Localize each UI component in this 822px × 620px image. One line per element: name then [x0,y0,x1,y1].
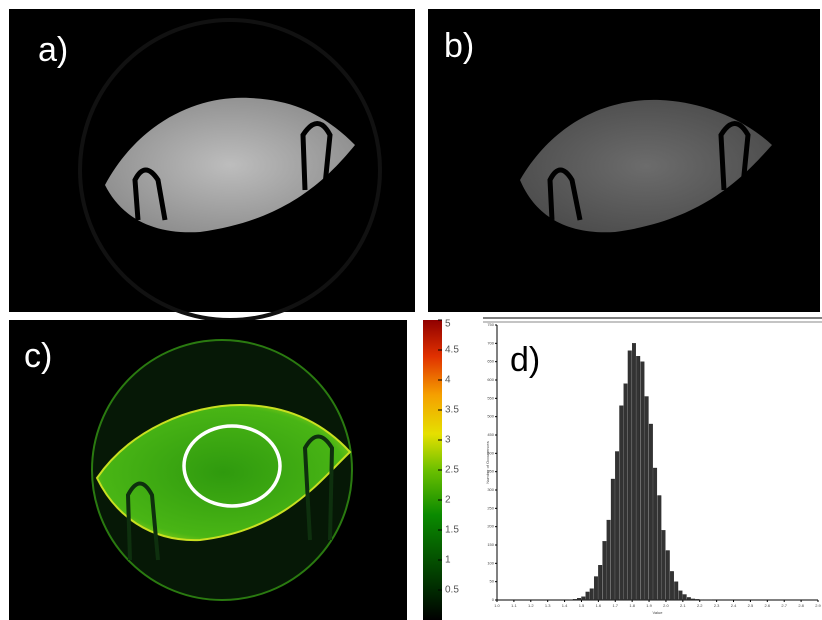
bar [658,496,662,601]
bar [619,406,623,600]
y-tick-label: 300 [487,487,494,492]
x-tick-label: 1.7 [612,603,618,608]
x-tick-label: 2.7 [781,603,787,608]
colorbar-tick-label: 3 [445,435,451,446]
colorbar-tick-label: 0.5 [445,585,459,596]
x-tick-label: 2.4 [731,603,737,608]
x-tick-label: 1.9 [646,603,652,608]
bar [611,479,615,600]
bar [653,468,657,600]
y-tick-label: 750 [487,322,494,327]
x-axis-label: Value [653,610,664,615]
bar [641,362,645,600]
x-tick-label: 2.5 [748,603,754,608]
panel-label: d) [510,341,540,379]
bar [603,541,607,600]
bar [670,571,674,600]
y-tick-label: 500 [487,414,494,419]
bar [632,343,636,600]
x-tick-label: 2.8 [798,603,804,608]
y-tick-label: 0 [492,597,495,602]
x-tick-label: 2.3 [714,603,720,608]
colorbar-tick-label: 4.5 [445,345,459,356]
bar [687,597,691,600]
y-tick-label: 450 [487,432,494,437]
bar [649,424,653,600]
x-tick-label: 2.0 [663,603,669,608]
bar [662,530,666,600]
panel-label: a) [38,31,68,69]
colorbar-tick-label: 2.5 [445,465,459,476]
figure: a) b) c) 0.5 1 1.5 2 2.5 3 3.5 4 4.5 5 0 50 100 150 2… [0,0,822,620]
colorbar-tick-label: 1 [445,555,451,566]
bar [696,599,700,600]
bar [607,520,611,600]
colorbar-tick-label: 4 [445,375,451,386]
x-tick-label: 1.4 [562,603,568,608]
x-tick-label: 1.0 [494,603,500,608]
colorbar-tick-label: 1.5 [445,525,459,536]
bar [645,397,649,601]
colorbar-tick-label: 5 [445,319,451,330]
bar [590,589,594,600]
bar [594,577,598,600]
x-tick-label: 2.2 [697,603,703,608]
x-tick-label: 1.2 [528,603,534,608]
x-tick-label: 1.3 [545,603,551,608]
x-tick-label: 1.6 [596,603,602,608]
y-tick-label: 150 [487,542,494,547]
y-tick-label: 700 [487,340,494,345]
bar [586,592,590,600]
x-tick-label: 2.6 [765,603,771,608]
x-tick-label: 1.1 [511,603,517,608]
y-tick-label: 50 [490,579,495,584]
bar [628,351,632,600]
y-tick-label: 200 [487,524,494,529]
y-tick-label: 550 [487,395,494,400]
bar [666,551,670,601]
colorbar-tick-label: 3.5 [445,405,459,416]
x-tick-label: 1.5 [579,603,585,608]
panel-label: c) [24,337,52,375]
bar [674,582,678,600]
x-tick-label: 1.8 [629,603,635,608]
bar [624,384,628,600]
bar [581,597,585,600]
y-tick-label: 600 [487,377,494,382]
x-tick-label: 2.1 [680,603,686,608]
y-tick-label: 650 [487,359,494,364]
y-axis-label: Number of Occurrences [485,441,490,483]
bar [683,595,687,601]
bar [573,599,577,600]
colorbar-tick-label: 2 [445,495,451,506]
bar [691,599,695,600]
y-tick-label: 100 [487,560,494,565]
x-tick-label: 2.9 [815,603,821,608]
bar [679,591,683,600]
panel-label: b) [444,27,474,65]
bar [577,598,581,600]
bar [615,452,619,601]
bar [636,356,640,600]
bar [598,565,602,600]
y-tick-label: 250 [487,505,494,510]
